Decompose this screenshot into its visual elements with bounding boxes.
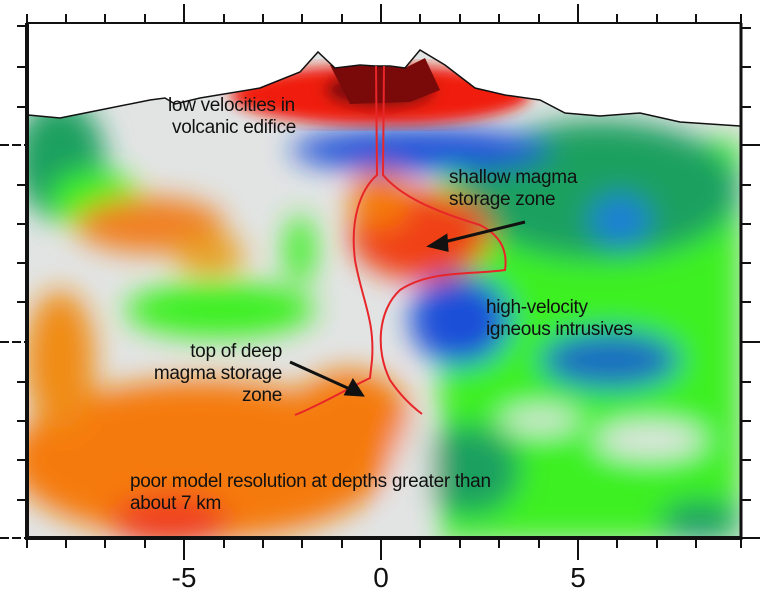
annotation-line: about 7 km	[130, 493, 221, 514]
annotation-line: shallow magma	[449, 167, 578, 188]
annotation-line: storage zone	[449, 189, 556, 210]
x-tick-label: 5	[570, 562, 586, 593]
topography-line	[27, 49, 741, 127]
magma-conduit-outline	[294, 65, 507, 416]
annotation-deep-magma-storage: top of deep magma storage zone	[150, 341, 282, 407]
velocity-model	[28, 50, 740, 538]
y-axis-ticks	[0, 25, 760, 539]
annotation-high-velocity-intrusives: high-velocity igneous intrusives	[486, 297, 633, 341]
x-tick-label: 0	[373, 562, 389, 593]
annotation-line: igneous intrusives	[486, 319, 633, 340]
annotation-line: low velocities in	[168, 95, 295, 116]
annotation-line: top of deep	[190, 341, 282, 362]
annotation-line: zone	[241, 385, 282, 406]
annotation-low-velocity-edifice: low velocities in volcanic edifice	[168, 95, 296, 139]
x-tick-label: -5	[171, 562, 197, 593]
annotation-poor-resolution: poor model resolution at depths greater …	[130, 471, 491, 515]
x-axis-ticks	[26, 4, 742, 560]
annotation-arrows	[289, 220, 526, 397]
annotation-line: volcanic edifice	[172, 117, 297, 138]
annotation-line: poor model resolution at depths greater …	[130, 471, 491, 492]
annotation-shallow-magma-storage: shallow magma storage zone	[449, 167, 577, 211]
annotation-line: high-velocity	[486, 297, 588, 318]
annotation-line: magma storage	[153, 363, 282, 384]
